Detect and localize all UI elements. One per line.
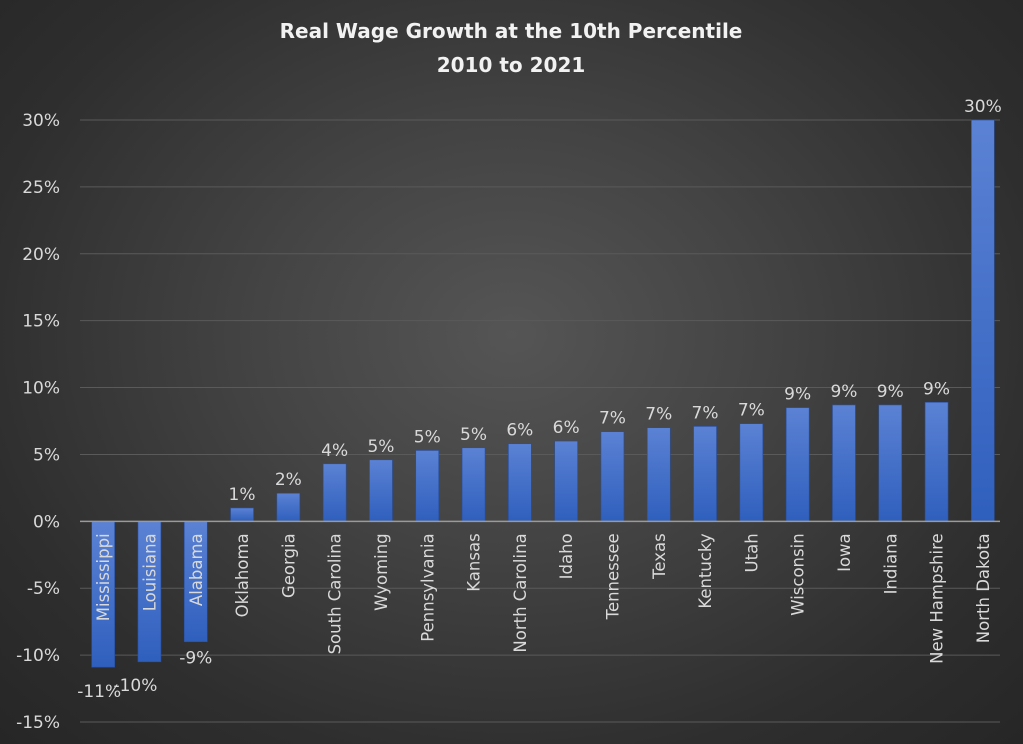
category-label: Louisiana [140, 533, 159, 611]
data-label: 6% [506, 421, 533, 441]
bar [230, 507, 254, 522]
data-label: 1% [229, 485, 256, 505]
data-label: -11% [77, 682, 121, 702]
category-label: Wyoming [372, 533, 391, 610]
category-label: Tennessee [603, 533, 622, 620]
bar [276, 492, 301, 522]
data-label: 4% [321, 441, 348, 461]
chart-title: Real Wage Growth at the 10th Percentile [280, 19, 743, 43]
category-label: Utah [742, 533, 761, 572]
y-tick-label: 5% [33, 445, 60, 465]
category-label: Pennsylvania [418, 533, 437, 641]
bar [415, 450, 440, 522]
data-label: 7% [738, 401, 765, 421]
category-label: Mississippi [94, 533, 113, 621]
data-label: 7% [692, 403, 719, 423]
bar [924, 401, 949, 522]
bar [322, 463, 347, 522]
data-label: 30% [964, 97, 1002, 117]
gridlines [80, 119, 1000, 723]
data-label: 6% [553, 418, 580, 438]
y-tick-label: 20% [22, 245, 60, 265]
category-label: Kansas [465, 533, 484, 591]
data-label: 7% [645, 405, 672, 425]
category-label: North Carolina [511, 533, 530, 652]
y-tick-label: -15% [16, 713, 60, 733]
bar [739, 423, 764, 522]
category-label: Georgia [279, 533, 298, 598]
category-label: Indiana [881, 533, 900, 594]
bar [369, 459, 393, 522]
y-axis-ticks: 30% 25% 20% 15% 10% 5% 0% -5% -10% -15% [16, 111, 60, 733]
y-tick-label: 0% [33, 512, 60, 532]
data-label: 9% [830, 382, 857, 402]
bar [693, 426, 717, 522]
category-labels: Mississippi Louisiana Alabama Oklahoma Georg… [94, 533, 993, 664]
bars [91, 119, 995, 668]
data-label: 7% [599, 409, 626, 429]
category-label: Texas [650, 533, 669, 580]
data-label: 5% [414, 427, 441, 447]
bar [508, 443, 532, 522]
y-tick-label: 30% [22, 111, 60, 131]
category-label: Idaho [557, 533, 576, 579]
bar [785, 407, 810, 522]
y-tick-label: -10% [16, 646, 60, 666]
bar [600, 431, 625, 522]
data-label: 9% [784, 385, 811, 405]
category-label: New Hampshire [928, 533, 947, 664]
data-label: 9% [877, 382, 904, 402]
category-label: North Dakota [974, 533, 993, 643]
y-tick-label: 25% [22, 178, 60, 198]
category-label: South Carolina [326, 533, 345, 654]
bar [554, 440, 578, 522]
data-label: 2% [275, 470, 302, 490]
category-label: Iowa [835, 533, 854, 572]
data-label: -9% [179, 649, 212, 669]
bar [971, 119, 995, 522]
category-label: Alabama [187, 533, 206, 606]
bar [461, 447, 486, 522]
category-label: Wisconsin [789, 533, 808, 615]
bar [646, 427, 671, 522]
category-label: Oklahoma [233, 533, 252, 617]
y-tick-label: -5% [27, 579, 60, 599]
bar [832, 404, 856, 522]
bar [878, 404, 903, 522]
y-tick-label: 10% [22, 379, 60, 399]
data-label: 5% [367, 437, 394, 457]
data-label: 9% [923, 379, 950, 399]
data-label: 5% [460, 425, 487, 445]
y-tick-label: 15% [22, 312, 60, 332]
category-label: Kentucky [696, 533, 715, 609]
chart-subtitle: 2010 to 2021 [437, 53, 586, 77]
data-label: -10% [113, 676, 157, 696]
data-labels: -11%-10% -9% 1% 2% 4% 5% 5% 5% 6% 6% 7% 7% 7% 7% 9% 9% 9… [77, 97, 1002, 702]
